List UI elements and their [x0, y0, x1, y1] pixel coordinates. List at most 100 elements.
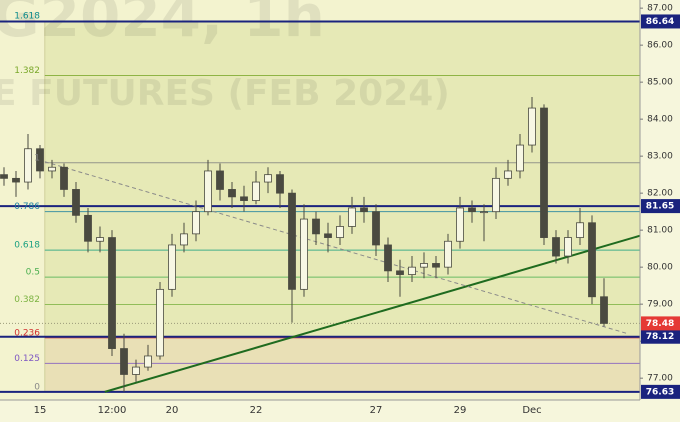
- candle-body: [264, 174, 272, 183]
- fib-label: 0.236: [14, 328, 40, 338]
- candle-body: [36, 148, 44, 172]
- price-label: 78.48: [646, 319, 674, 329]
- candle-body: [492, 177, 500, 213]
- price-label-box: [641, 384, 680, 399]
- candle-body: [480, 211, 488, 214]
- candle-body: [24, 148, 32, 183]
- candle-body: [288, 192, 296, 290]
- price-label: 78.12: [646, 332, 674, 342]
- candle-body: [240, 196, 248, 201]
- y-tick-label: 82.00: [647, 189, 673, 199]
- candle-body: [216, 170, 224, 190]
- price-label: 86.64: [646, 17, 674, 27]
- candle-body: [528, 107, 536, 146]
- candle-body: [396, 270, 404, 275]
- candle-body: [312, 218, 320, 235]
- candle-body: [504, 170, 512, 179]
- candle-body: [144, 355, 152, 368]
- candle-body: [564, 237, 572, 257]
- candle-body: [276, 174, 284, 194]
- candle-body: [60, 166, 68, 190]
- candle-body: [192, 211, 200, 235]
- candle-body: [108, 237, 116, 349]
- candle-body: [72, 189, 80, 216]
- candle-body: [516, 144, 524, 172]
- candle-body: [156, 288, 164, 357]
- y-tick-label: 84.00: [647, 115, 673, 125]
- candle-body: [168, 244, 176, 290]
- candle-body: [576, 222, 584, 238]
- candle-body: [252, 181, 260, 201]
- candle-body: [204, 170, 212, 213]
- candle-body: [456, 207, 464, 242]
- candle-body: [300, 218, 308, 290]
- candle-body: [408, 266, 416, 275]
- candle-body: [180, 233, 188, 246]
- candle-body: [468, 207, 476, 213]
- time-axis: [0, 400, 640, 422]
- trendline: [104, 234, 641, 393]
- price-label-box: [641, 199, 680, 214]
- x-tick-label: 22: [250, 405, 263, 416]
- fib-label: 1.382: [14, 66, 40, 76]
- candle-body: [84, 214, 92, 242]
- candle-body: [120, 348, 128, 375]
- y-tick-label: 81.00: [647, 226, 673, 236]
- candle-body: [324, 233, 332, 238]
- candle-body: [372, 211, 380, 246]
- candle-body: [552, 237, 560, 257]
- fib-label: 0.382: [14, 295, 40, 305]
- price-label-box: [641, 316, 680, 331]
- fib-label: 1: [34, 153, 40, 163]
- fib-zone: [44, 337, 641, 392]
- lines-layer: [0, 20, 641, 393]
- x-tick-label: 12:00: [98, 405, 127, 416]
- y-tick-label: 85.00: [647, 78, 673, 88]
- y-tick-label: 80.00: [647, 263, 673, 273]
- candle-body: [432, 263, 440, 268]
- y-tick-label: 79.00: [647, 300, 673, 310]
- price-label-box: [641, 329, 680, 344]
- candle-body: [48, 166, 56, 172]
- candle-body: [588, 222, 596, 298]
- candle-body: [336, 226, 344, 238]
- fib-label: 0: [34, 382, 40, 392]
- candle-body: [600, 296, 608, 324]
- candle-body: [12, 177, 20, 183]
- x-tick-label: Dec: [522, 405, 541, 416]
- watermark: E FUTURES (FEB 2024): [0, 73, 450, 114]
- x-tick-label: 29: [454, 405, 467, 416]
- x-tick-label: 15: [34, 405, 47, 416]
- y-tick-label: 83.00: [647, 152, 673, 162]
- price-label: 81.65: [646, 202, 674, 212]
- price-label: 76.63: [646, 387, 674, 397]
- fib-label: 0.5: [26, 268, 40, 278]
- candle-body: [360, 207, 368, 213]
- fib-label: 0.618: [14, 241, 40, 251]
- axes-layer: 1.618 1.382 1 0.786 0.618 0.5 0.382 0.236 0.125 0…: [14, 4, 680, 416]
- candle-body: [228, 189, 236, 198]
- x-tick-label: 20: [166, 405, 179, 416]
- fib-label: 0.125: [14, 354, 40, 364]
- y-tick-label: 87.00: [647, 4, 673, 14]
- candle-body: [96, 237, 104, 242]
- candle-body: [0, 174, 8, 179]
- candle-body: [132, 366, 140, 375]
- price-label-box: [641, 14, 680, 29]
- watermark: G2024, 1h: [0, 0, 325, 50]
- candle-body: [420, 263, 428, 268]
- candle-body: [540, 107, 548, 238]
- candles-layer: [0, 96, 608, 392]
- x-tick-label: 27: [370, 405, 383, 416]
- y-tick-label: 77.00: [647, 374, 673, 384]
- fib-label: 0.786: [14, 202, 40, 212]
- fib-label: 1.618: [14, 12, 40, 22]
- fib-zone: [44, 21, 641, 338]
- candle-body: [444, 240, 452, 268]
- candle-body: [348, 207, 356, 227]
- trendline: [44, 161, 629, 335]
- candle-body: [384, 244, 392, 272]
- y-tick-label: 86.00: [647, 41, 673, 51]
